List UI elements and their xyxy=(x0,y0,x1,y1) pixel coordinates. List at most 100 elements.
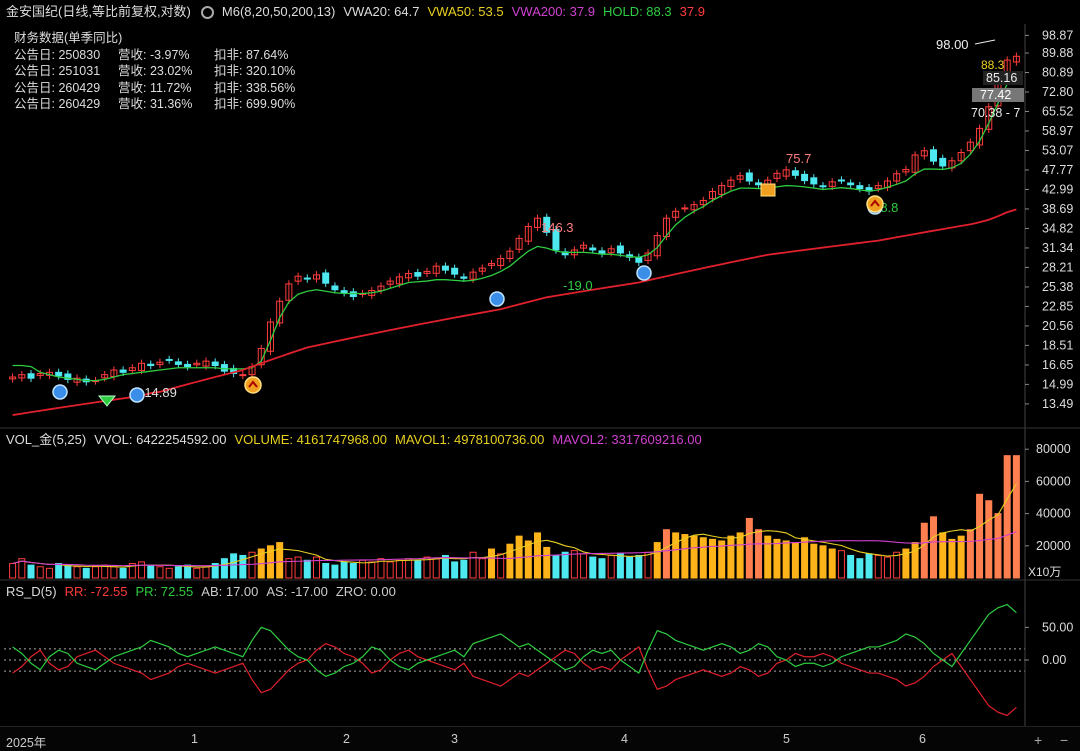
volume-bar xyxy=(727,535,735,579)
rr-value: RR: -72.55 xyxy=(64,584,128,599)
candle-body xyxy=(801,173,809,182)
financial-title: 财务数据(单季同比) xyxy=(14,31,123,45)
y-tick-label: 42.99 xyxy=(1042,182,1073,196)
volume-bar xyxy=(819,545,827,579)
x-tick-label: 5 xyxy=(783,732,790,746)
financial-rev: 营收: 23.02% xyxy=(118,64,193,78)
volume-bar xyxy=(1003,455,1011,579)
volume-bar xyxy=(386,561,394,579)
candle-body xyxy=(18,374,26,379)
volume-bar xyxy=(580,553,588,579)
y-tick-label: 40000 xyxy=(1036,507,1071,521)
volume-bar xyxy=(294,556,302,579)
volume-value: VOLUME: 4161747968.00 xyxy=(234,432,387,447)
y-tick-label: 28.21 xyxy=(1042,260,1073,274)
candle-body xyxy=(598,250,606,255)
volume-bar xyxy=(699,537,707,579)
volume-bar xyxy=(957,535,965,579)
y-axes: 98.87 89.88 80.89 72.80 65.52 58.97 53.07 47.77… xyxy=(0,24,1080,726)
financial-np: 扣非: 87.64% xyxy=(214,47,289,62)
volume-bar xyxy=(874,554,882,579)
zoom-out-button[interactable]: − xyxy=(1060,732,1069,748)
candle-body xyxy=(782,169,790,177)
volume-bar xyxy=(331,564,339,579)
volume-bar xyxy=(202,566,210,579)
event-marker-icon xyxy=(636,265,652,281)
up-arrow-icon xyxy=(870,199,880,207)
volume-bar xyxy=(911,542,919,579)
hold-line xyxy=(12,72,1017,382)
financial-date: 公告日: 260429 xyxy=(14,97,101,111)
candle-body xyxy=(285,283,293,301)
y-tick-label: 47.77 xyxy=(1042,163,1073,177)
vol-title[interactable]: VOL_金(5,25) xyxy=(6,432,87,447)
candle-body xyxy=(202,360,210,367)
rs-panel xyxy=(4,603,1025,717)
candle-body xyxy=(819,185,827,188)
volume-bar xyxy=(119,567,127,579)
candle-body xyxy=(497,258,505,266)
zoom-in-button[interactable]: + xyxy=(1034,732,1043,748)
candle-body xyxy=(9,376,17,380)
financial-rev: 营收: 11.72% xyxy=(118,80,192,95)
gear-icon[interactable] xyxy=(200,5,214,19)
vwa20-value: VWA20: 64.7 xyxy=(343,4,420,19)
volume-bar xyxy=(644,551,652,579)
y-tick-label: 18.51 xyxy=(1042,338,1073,352)
volume-bar xyxy=(865,553,873,579)
candle-body xyxy=(405,272,413,279)
candle-body xyxy=(193,362,201,366)
candle-body xyxy=(322,272,330,284)
candle-body xyxy=(64,373,72,380)
candle-body xyxy=(138,362,146,372)
volume-bar xyxy=(561,551,569,579)
volume-bar xyxy=(828,548,836,579)
x-tick-label: 2025年 xyxy=(6,736,47,750)
volume-bar xyxy=(681,534,689,579)
annotations: 98.00 88.385.16 77.42 70.38 - 7 146.3 -19.0 75… xyxy=(52,37,1024,407)
volume-bar xyxy=(377,558,385,579)
y-tick-label: 22.85 xyxy=(1042,299,1073,313)
candle-body xyxy=(524,225,532,242)
stock-title[interactable]: 金安国纪(日线,等比前复权,对数) xyxy=(6,4,191,19)
candle-body xyxy=(36,372,44,376)
high-label: 98.00 xyxy=(936,37,969,52)
candle-body xyxy=(515,237,523,250)
candle-body xyxy=(184,363,192,368)
volume-bar xyxy=(18,558,26,579)
volume-bar xyxy=(478,558,486,579)
candle-body xyxy=(708,191,716,200)
financial-date: 公告日: 250830 xyxy=(14,47,101,62)
volume-bar xyxy=(432,558,440,579)
candle-body xyxy=(939,157,947,167)
volume-bar xyxy=(552,554,560,579)
volume-bar xyxy=(791,542,799,579)
volume-bar xyxy=(755,529,763,579)
volume-bar xyxy=(368,561,376,579)
candle-body xyxy=(580,244,588,249)
candle-body xyxy=(386,280,394,285)
candle-body xyxy=(635,256,643,263)
main-header: 金安国纪(日线,等比前复权,对数) M6(8,20,50,200,13) VWA… xyxy=(6,1,705,23)
volume-panel xyxy=(9,455,1020,579)
hold-mark-label: 88.3 xyxy=(981,58,1005,72)
x-tick-label: 2 xyxy=(343,732,350,746)
candle-body xyxy=(791,170,799,176)
volume-bar xyxy=(801,537,809,579)
volume-bar xyxy=(672,532,680,579)
chart-canvas[interactable]: 98.87 89.88 80.89 72.80 65.52 58.97 53.07 47.77… xyxy=(0,0,1080,726)
volume-bar xyxy=(45,567,53,579)
mavol1-value: MAVOL1: 4978100736.00 xyxy=(394,432,545,447)
rs-title[interactable]: RS_D(5) xyxy=(6,584,57,599)
y-tick-label: 25.38 xyxy=(1042,280,1073,294)
candle-body xyxy=(349,291,357,298)
y-tick-label: 38.69 xyxy=(1042,202,1073,216)
y-tick-label: 98.87 xyxy=(1042,28,1073,42)
volume-bar xyxy=(147,564,155,579)
volume-bar xyxy=(764,535,772,579)
pr-value: PR: 72.55 xyxy=(135,584,194,599)
volume-bar xyxy=(313,556,321,579)
candle-body xyxy=(460,276,468,279)
diamond-icon xyxy=(97,395,117,407)
volume-bar xyxy=(524,540,532,579)
